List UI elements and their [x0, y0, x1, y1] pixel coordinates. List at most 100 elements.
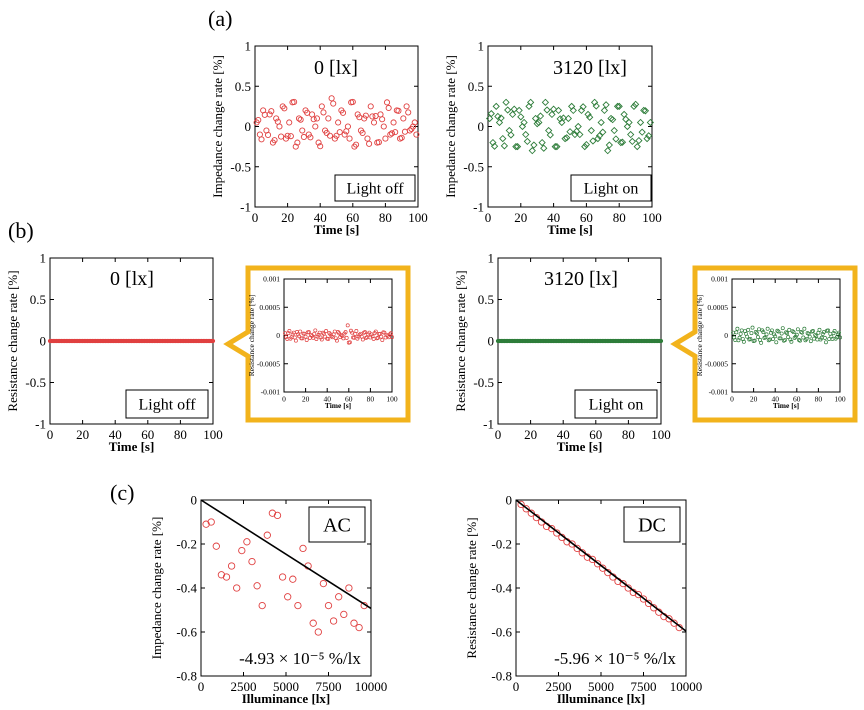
inset-data-point — [296, 332, 300, 337]
data-point — [551, 142, 559, 151]
x-tick-label: 100 — [408, 210, 428, 225]
data-point — [382, 135, 389, 142]
y-tick-label: 0 — [478, 119, 485, 134]
x-tick-label: 100 — [834, 395, 846, 404]
x-axis-label: Time [s] — [314, 222, 360, 237]
inset-data-point — [749, 331, 754, 336]
data-point — [628, 137, 636, 146]
inset-data-point — [329, 334, 334, 339]
inset-data-point — [817, 327, 822, 332]
inset-data-point — [807, 334, 812, 339]
data-point — [604, 147, 612, 155]
y-tick-label: -0.8 — [491, 669, 512, 684]
data-point — [558, 118, 566, 127]
inset-data-point — [323, 334, 327, 339]
data-point — [625, 118, 633, 127]
data-point — [527, 98, 535, 106]
plot-c-right: 0 2500 5000 7500 10000 -0.8 -0.6 -0.4 -0.2 0 Illum… — [464, 493, 702, 706]
data-point — [345, 584, 353, 592]
annotation-label: Light on — [589, 397, 644, 414]
annotation-box — [334, 174, 416, 202]
inset-data-point — [380, 338, 385, 342]
y-tick-label: 0 — [245, 119, 252, 134]
data-point — [238, 546, 246, 555]
data-point — [507, 131, 515, 139]
y-tick-label: -1 — [473, 200, 484, 215]
x-tick-label: 40 — [547, 210, 560, 225]
inset-data-point — [774, 340, 779, 345]
data-point — [579, 103, 587, 111]
data-point — [410, 123, 417, 130]
data-point — [517, 113, 525, 121]
y-tick-label: 1 — [40, 251, 47, 266]
inset-data-point — [754, 331, 759, 336]
plot-title: 3120 [lx] — [553, 57, 627, 79]
data-point — [556, 115, 564, 123]
x-tick-label: 0 — [252, 210, 259, 225]
data-point — [527, 509, 535, 517]
y-tick-label: -1 — [35, 417, 46, 432]
inset-data-point — [745, 334, 750, 339]
data-point — [643, 134, 651, 143]
y-tick-label: -0.2 — [176, 537, 197, 552]
x-tick-label: 80 — [622, 427, 635, 442]
slope-equation: -5.96 × 10⁻⁵ %/lx — [554, 649, 676, 668]
fit-line — [200, 499, 372, 610]
data-point — [268, 509, 277, 517]
y-axis-label: Impedance change rate [%] — [149, 517, 164, 660]
data-point — [380, 123, 387, 130]
data-point — [353, 141, 360, 148]
data-point — [486, 114, 494, 123]
data-point — [522, 505, 530, 513]
x-tick-label: 5000 — [588, 679, 614, 694]
annotation-label: Light off — [346, 181, 404, 198]
inset-data-point — [737, 335, 742, 340]
data-point — [541, 98, 550, 106]
data-point — [636, 118, 645, 127]
inset-data-point — [318, 335, 323, 340]
inset-data-point — [814, 333, 819, 338]
data-point — [610, 126, 618, 135]
inset-data-point — [360, 337, 365, 342]
inset-data-point — [822, 335, 827, 340]
y-tick-label: -0.4 — [176, 581, 197, 596]
y-tick-label: -0.0005 — [257, 359, 280, 368]
inset-data-point — [326, 336, 331, 341]
data-point — [590, 98, 599, 106]
data-point — [548, 524, 556, 533]
plot-a-right: 0 20 40 60 80 100 -1 -0.5 0 0.5 1 Time [s] Impedance… — [443, 39, 662, 237]
inset-data-point — [748, 336, 753, 341]
data-point — [346, 135, 353, 142]
x-tick-label: 2500 — [546, 679, 572, 694]
x-tick-label: 60 — [345, 395, 353, 404]
data-point — [359, 129, 366, 136]
data-point — [531, 114, 540, 123]
data-point — [287, 133, 294, 140]
data-point — [212, 542, 220, 550]
data-point — [273, 511, 282, 520]
annotation-box — [570, 174, 652, 202]
inset-data-point — [788, 337, 793, 342]
data-point — [566, 128, 574, 136]
x-tick-label: 40 — [314, 210, 327, 225]
inset-data-point — [297, 334, 302, 339]
inset-data-point — [734, 330, 739, 335]
data-point — [400, 115, 407, 122]
data-point — [355, 623, 363, 632]
inset-data-point — [382, 330, 387, 335]
x-tick-label: 0 — [282, 395, 286, 404]
y-tick-label: 1 — [478, 39, 485, 54]
data-point — [510, 105, 518, 113]
data-point — [665, 615, 673, 623]
data-point — [563, 134, 571, 142]
data-point — [312, 123, 319, 130]
data-point — [379, 116, 386, 123]
y-tick-label: -0.8 — [176, 669, 197, 684]
y-tick-label: -0.5 — [473, 375, 494, 390]
data-point — [618, 138, 627, 146]
inset-data-point — [790, 329, 795, 334]
data-point — [281, 105, 288, 112]
y-tick-label: 0 — [191, 493, 198, 508]
data-point — [284, 593, 292, 601]
y-tick-label: 0.5 — [30, 292, 46, 307]
